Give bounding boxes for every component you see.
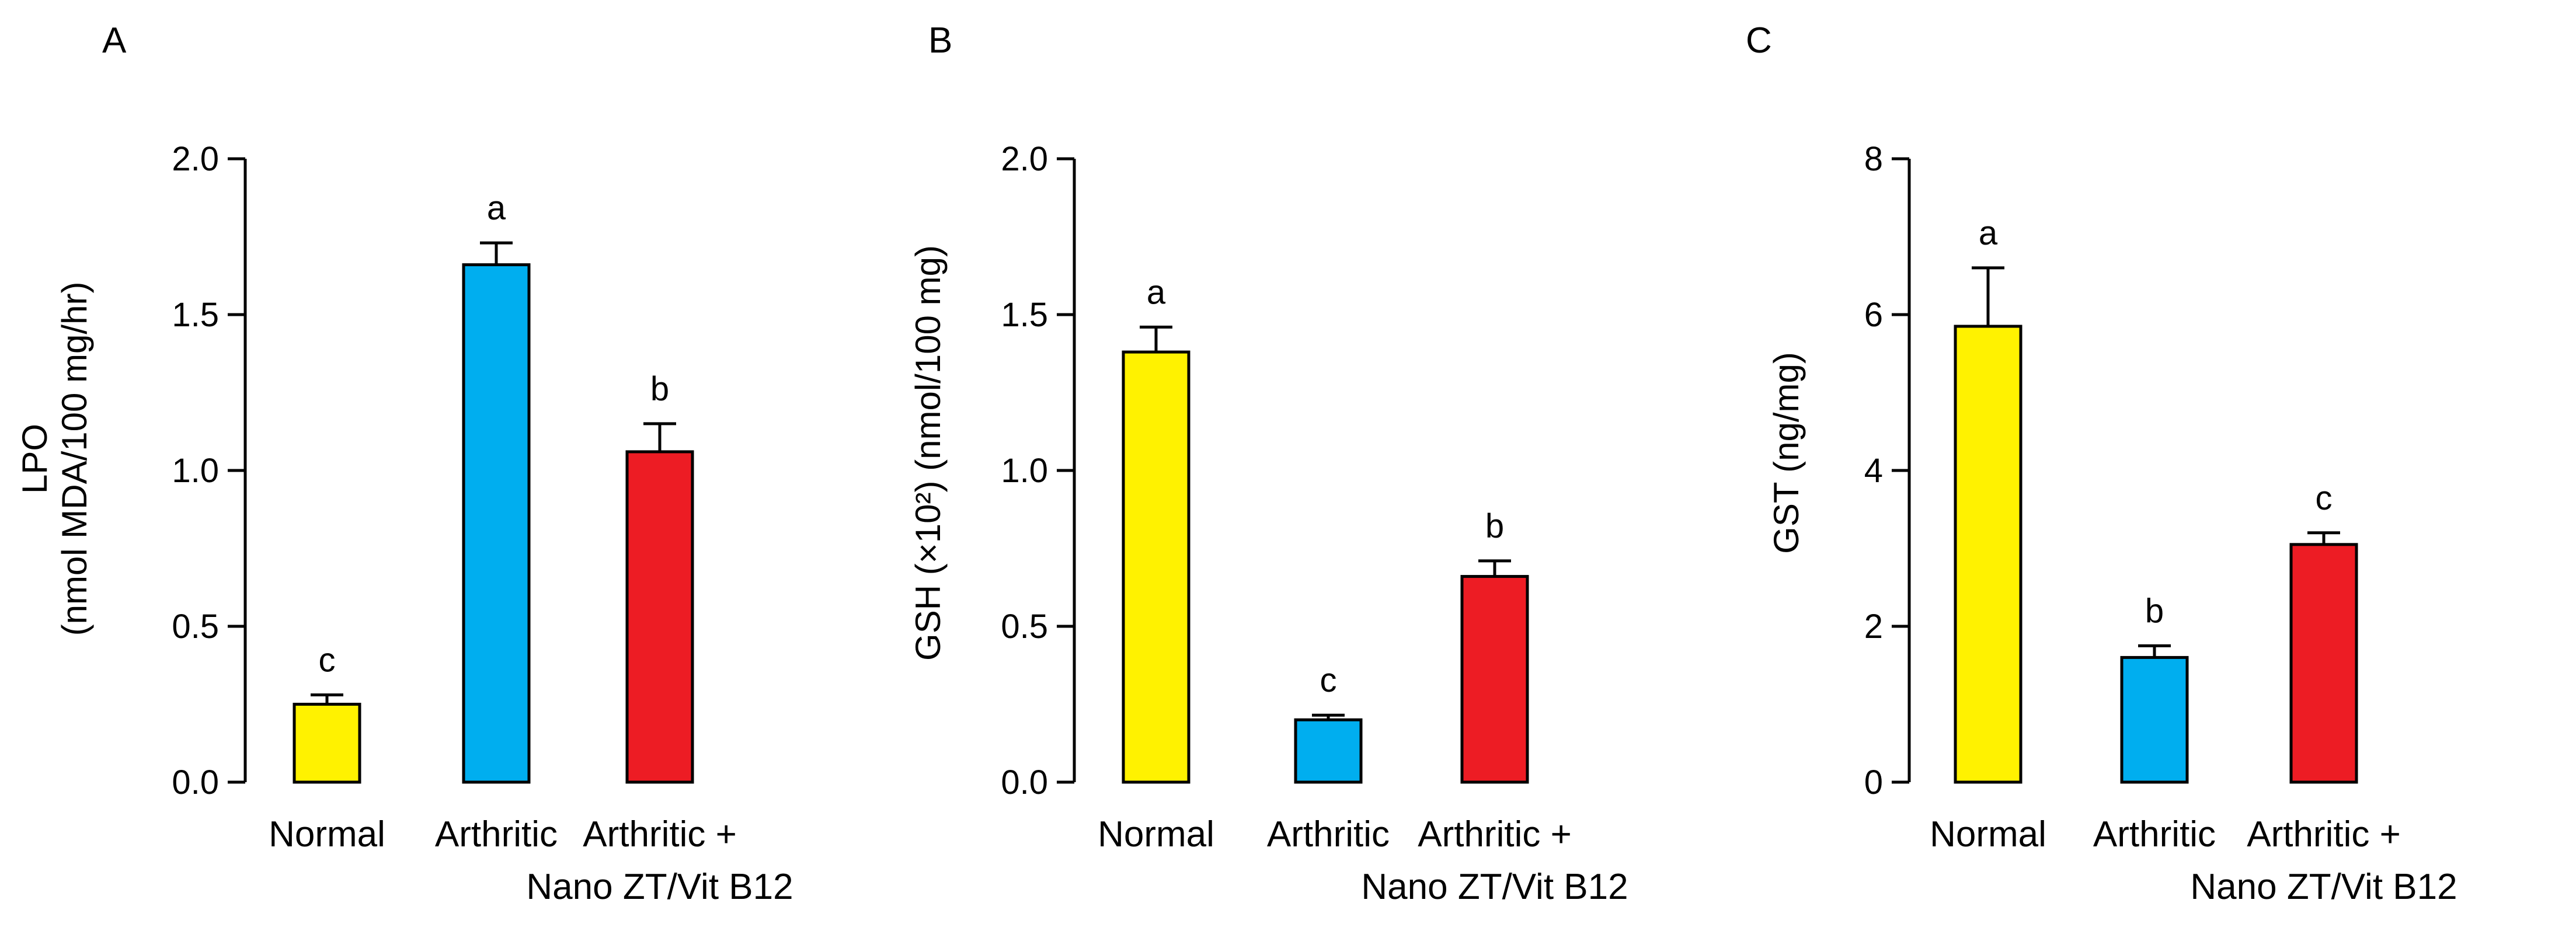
y-tick-label: 4 [1864, 452, 1883, 490]
x-category-label: Normal [1098, 814, 1214, 855]
x-category-label: Arthritic + [1418, 814, 1572, 855]
bar [293, 703, 361, 784]
y-axis-label: LPO [15, 424, 54, 494]
panel-label: C [1746, 20, 1772, 61]
y-tick-label: 8 [1864, 140, 1883, 178]
significance-letter: b [2145, 592, 2164, 630]
y-axis-label: GST (ng/mg) [1767, 352, 1806, 554]
y-tick-label: 0.5 [1001, 608, 1048, 646]
bar [1294, 718, 1363, 784]
significance-letter: a [1979, 214, 1998, 252]
bar [2120, 655, 2189, 784]
y-tick-label: 2.0 [172, 140, 219, 178]
bar [1122, 350, 1190, 784]
y-tick-label: 1.5 [172, 296, 219, 334]
x-category-label: Arthritic [435, 814, 558, 855]
x-category-label: Arthritic [2093, 814, 2216, 855]
y-tick-label: 1.0 [172, 452, 219, 490]
y-tick-label: 6 [1864, 296, 1883, 334]
significance-letter: b [1485, 507, 1504, 545]
significance-letter: b [650, 370, 669, 408]
y-tick-label: 0.0 [172, 763, 219, 801]
x-category-label: Arthritic + [583, 814, 737, 855]
y-tick-label: 2.0 [1001, 140, 1048, 178]
x-category-label-line2: Nano ZT/Vit B12 [1361, 867, 1628, 907]
panel-label: A [102, 20, 127, 61]
y-axis-label: GSH (×10²) (nmol/100 mg) [908, 245, 948, 661]
y-tick-label: 0 [1864, 763, 1883, 801]
x-category-label: Arthritic + [2247, 814, 2401, 855]
y-axis-label-units: (nmol MDA/100 mg/hr) [55, 282, 94, 636]
significance-letter: c [319, 641, 336, 679]
bar [2289, 543, 2358, 784]
y-tick-label: 2 [1864, 608, 1883, 646]
x-category-label-line2: Nano ZT/Vit B12 [2190, 867, 2457, 907]
x-category-label: Normal [1930, 814, 2046, 855]
x-category-label-line2: Nano ZT/Vit B12 [526, 867, 793, 907]
significance-letter: c [2316, 479, 2333, 517]
x-category-label: Arthritic [1267, 814, 1390, 855]
y-tick-label: 1.5 [1001, 296, 1048, 334]
bar [1954, 325, 2022, 784]
bar [1460, 575, 1529, 784]
bar [462, 263, 531, 784]
panel-label: B [928, 20, 952, 61]
x-category-label: Normal [269, 814, 385, 855]
significance-letter: a [487, 189, 506, 227]
bar [625, 450, 694, 784]
significance-letter: c [1320, 661, 1337, 699]
significance-letter: a [1147, 273, 1166, 311]
y-tick-label: 0.0 [1001, 763, 1048, 801]
y-tick-label: 1.0 [1001, 452, 1048, 490]
y-tick-label: 0.5 [172, 608, 219, 646]
